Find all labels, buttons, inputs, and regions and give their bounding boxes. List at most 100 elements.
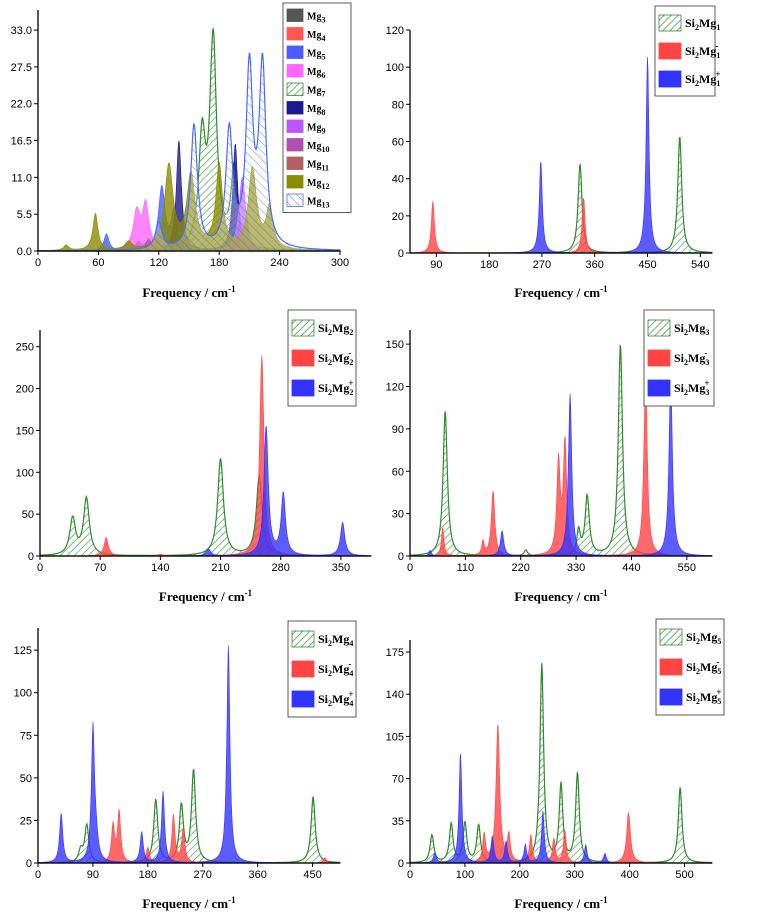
legend-swatch	[647, 319, 671, 337]
legend: Si2Mg4 Si2Mg4- Si2Mg4+	[287, 620, 357, 718]
legend-label: Mg6	[307, 67, 325, 80]
legend: Si2Mg2 Si2Mg2- Si2Mg2+	[287, 309, 357, 407]
legend-swatch	[286, 175, 304, 189]
legend-label: Si2Mg2-	[318, 348, 353, 367]
x-tick-label: 500	[675, 869, 693, 881]
x-tick-label: 60	[92, 257, 104, 269]
y-tick-label: 0.0	[17, 246, 32, 258]
legend-swatch	[286, 156, 304, 170]
x-tick-label: 120	[150, 257, 168, 269]
legend-label: Si2Mg4-	[318, 659, 353, 678]
y-tick-label: 70	[392, 774, 404, 786]
y-tick-label: 0	[28, 551, 34, 563]
y-tick-label: 50	[20, 773, 32, 785]
x-axis-label: Frequency / cm-1	[514, 284, 608, 300]
y-tick-label: 33.0	[11, 25, 32, 37]
series-area-si2mg4	[37, 768, 341, 864]
x-tick-label: 550	[678, 562, 696, 574]
y-tick-label: 0	[398, 858, 404, 870]
y-tick-label: 0	[26, 858, 32, 870]
legend-label: Mg13	[307, 196, 329, 209]
x-tick-label: 180	[210, 257, 228, 269]
x-tick-label: 90	[87, 869, 99, 881]
series-area-si2mg1-anion	[409, 198, 712, 254]
x-tick-label: 400	[620, 869, 638, 881]
legend-swatch	[659, 658, 683, 676]
y-tick-label: 100	[16, 467, 34, 479]
legend: Si2Mg3 Si2Mg3- Si2Mg3+	[643, 309, 715, 407]
legend-swatch	[286, 64, 304, 78]
legend-label: Si2Mg1-	[685, 41, 720, 60]
x-tick-label: 210	[211, 562, 229, 574]
legend-label: Si2Mg5+	[686, 687, 721, 706]
y-tick-label: 75	[20, 730, 32, 742]
legend-label: Si2Mg5	[686, 630, 721, 646]
x-axis-label: Frequency / cm-1	[159, 588, 253, 604]
series-area-si2mg1	[410, 136, 713, 254]
legend-label: Si2Mg2+	[318, 378, 353, 397]
x-axis-label: Frequency / cm-1	[514, 588, 608, 604]
y-tick-label: 105	[386, 731, 404, 743]
legend-swatch	[291, 349, 315, 367]
y-tick-label: 0	[398, 248, 404, 260]
legend-swatch	[286, 8, 304, 22]
chart-panel-mg-clusters: 0 60 120 180 240 300 0.0 5.5 11.0 16.5 22.0 27.5 33.…	[11, 2, 352, 300]
x-tick-label: 180	[139, 869, 157, 881]
x-tick-label: 180	[480, 259, 498, 271]
x-tick-label: 200	[511, 869, 529, 881]
y-tick-label: 90	[392, 424, 404, 436]
legend-swatch	[286, 193, 304, 207]
y-tick-label: 5.5	[17, 209, 32, 221]
legend-label: Si2Mg1+	[685, 69, 720, 88]
legend-label: Mg5	[307, 48, 325, 61]
x-tick-label: 0	[407, 562, 413, 574]
y-tick-label: 150	[16, 425, 34, 437]
legend-label: Si2Mg3	[674, 321, 709, 337]
legend-swatch	[647, 379, 671, 397]
x-axis-label: Frequency / cm-1	[142, 284, 236, 300]
legend-swatch	[658, 14, 682, 32]
series-area-si2mg2	[39, 458, 372, 557]
legend-swatch	[286, 27, 304, 41]
y-tick-label: 60	[392, 466, 404, 478]
x-tick-label: 270	[194, 869, 212, 881]
x-tick-label: 360	[248, 869, 266, 881]
legend-label: Mg8	[307, 104, 325, 117]
x-tick-label: 220	[512, 562, 530, 574]
y-tick-label: 25	[20, 815, 32, 827]
legend-swatch	[659, 688, 683, 706]
x-tick-label: 70	[94, 562, 106, 574]
y-tick-label: 22.0	[11, 99, 32, 111]
legend-swatch	[658, 42, 682, 60]
y-tick-label: 200	[16, 384, 34, 396]
legend-label: Si2Mg3-	[674, 348, 709, 367]
y-tick-label: 140	[386, 689, 404, 701]
legend-label: Mg11	[307, 159, 329, 172]
chart-panel-si2mg2: 0 70 140 210 280 350 0 50 100 150 200 250 Frequency …	[16, 309, 372, 604]
x-tick-label: 350	[332, 562, 350, 574]
legend-swatch	[291, 319, 315, 337]
x-tick-label: 140	[151, 562, 169, 574]
x-axis-label: Frequency / cm-1	[142, 895, 236, 911]
x-tick-label: 0	[37, 562, 43, 574]
chart-panel-si2mg1: 90 180 270 360 450 540 0 20 40 60 80 100 120 Frequenc…	[386, 5, 720, 300]
y-tick-label: 35	[392, 816, 404, 828]
x-tick-label: 100	[456, 869, 474, 881]
y-tick-label: 100	[14, 688, 32, 700]
y-tick-label: 40	[392, 174, 404, 186]
x-tick-label: 280	[272, 562, 290, 574]
legend-swatch	[291, 630, 315, 648]
legend-label: Mg3	[307, 11, 325, 24]
chart-panel-si2mg4: 0 90 180 270 360 450 0 25 50 75 100 125 Frequency / …	[14, 620, 357, 911]
x-tick-label: 270	[533, 259, 551, 271]
legend-label: Si2Mg5-	[686, 657, 721, 676]
y-tick-label: 175	[386, 647, 404, 659]
x-axis-label: Frequency / cm-1	[514, 895, 608, 911]
legend-label: Si2Mg2	[318, 321, 353, 337]
legend-label: Si2Mg3+	[674, 378, 709, 397]
legend: Si2Mg1 Si2Mg1- Si2Mg1+	[654, 5, 720, 97]
x-tick-label: 300	[331, 257, 349, 269]
y-tick-label: 16.5	[11, 136, 32, 148]
legend-label: Mg4	[307, 30, 325, 43]
